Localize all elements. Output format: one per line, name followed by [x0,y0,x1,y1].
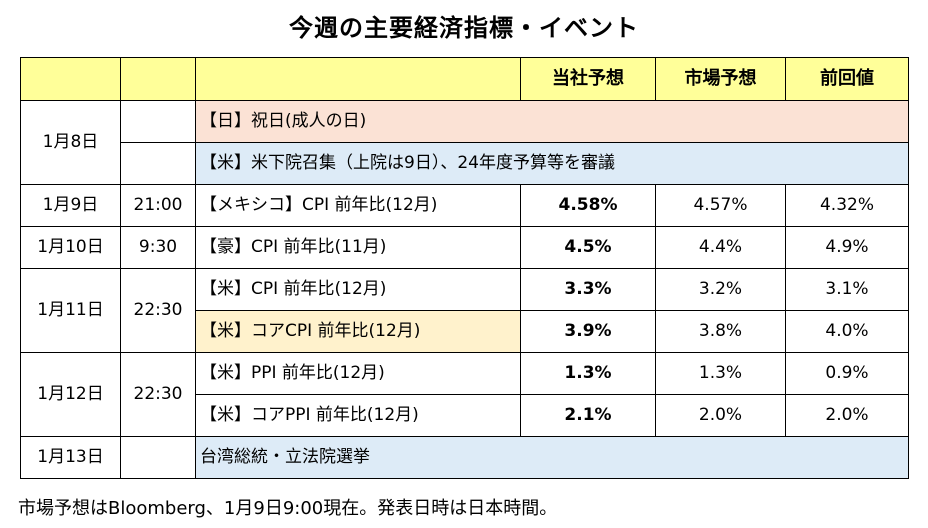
event-cell: 台湾総統・立法院選挙 [195,436,909,479]
indicator-table: 当社予想 市場予想 前回値 1月8日 【日】祝日(成人の日) 【米】米下院召集（… [20,57,909,479]
header-event [195,57,521,101]
date-cell: 1月8日 [20,100,121,185]
event-cell: 【米】コアCPI 前年比(12月) [195,310,521,353]
previous-cell: 0.9% [785,352,909,395]
date-cell: 1月12日 [20,352,121,437]
company-forecast-cell: 3.3% [520,268,656,311]
date-cell: 1月9日 [20,184,121,227]
previous-cell: 4.0% [785,310,909,353]
previous-cell: 3.1% [785,268,909,311]
company-forecast-cell: 1.3% [520,352,656,395]
header-date [20,57,121,101]
event-cell: 【日】祝日(成人の日) [195,100,909,143]
header-company-forecast: 当社予想 [520,57,656,101]
market-forecast-cell: 2.0% [655,394,786,437]
table-row: 1月12日 22:30 【米】PPI 前年比(12月) 1.3% 1.3% 0.… [20,352,909,437]
event-cell: 【米】CPI 前年比(12月) [195,268,521,311]
page-title: 今週の主要経済指標・イベント [289,14,639,42]
table-row: 1月10日 9:30 【豪】CPI 前年比(11月) 4.5% 4.4% 4.9… [20,226,909,269]
time-cell [120,436,196,479]
date-cell: 1月10日 [20,226,121,269]
time-cell: 9:30 [120,226,196,269]
event-cell: 【米】コアPPI 前年比(12月) [195,394,521,437]
market-forecast-cell: 4.57% [655,184,786,227]
market-forecast-cell: 1.3% [655,352,786,395]
header-previous: 前回値 [785,57,909,101]
table-header-row: 当社予想 市場予想 前回値 [20,57,909,101]
header-time [120,57,196,101]
company-forecast-cell: 4.58% [520,184,656,227]
date-cell: 1月13日 [20,436,121,479]
event-cell: 【米】PPI 前年比(12月) [195,352,521,395]
previous-cell: 4.32% [785,184,909,227]
market-forecast-cell: 4.4% [655,226,786,269]
time-cell [120,100,196,143]
time-cell: 22:30 [120,352,196,437]
table-row: 【米】コアPPI 前年比(12月) 2.1% 2.0% 2.0% [21,394,909,437]
time-cell: 21:00 [120,184,196,227]
table-row: 【米】コアCPI 前年比(12月) 3.9% 3.8% 4.0% [21,310,909,353]
company-forecast-cell: 4.5% [520,226,656,269]
table-row: 1月8日 【日】祝日(成人の日) [20,100,909,185]
table-row: 【米】米下院召集（上院は9日）、24年度予算等を審議 [21,142,909,185]
company-forecast-cell: 3.9% [520,310,656,353]
time-cell [120,142,196,185]
time-cell: 22:30 [120,268,196,353]
table-row: 1月11日 22:30 【米】CPI 前年比(12月) 3.3% 3.2% 3.… [20,268,909,353]
previous-cell: 4.9% [785,226,909,269]
event-cell: 【メキシコ】CPI 前年比(12月) [195,184,521,227]
market-forecast-cell: 3.2% [655,268,786,311]
header-market-forecast: 市場予想 [655,57,786,101]
market-forecast-cell: 3.8% [655,310,786,353]
previous-cell: 2.0% [785,394,909,437]
footnote: 市場予想はBloomberg、1月9日9:00現在。発表日時は日本時間。 [18,498,558,519]
table-row: 1月9日 21:00 【メキシコ】CPI 前年比(12月) 4.58% 4.57… [20,184,909,227]
date-cell: 1月11日 [20,268,121,353]
company-forecast-cell: 2.1% [520,394,656,437]
event-cell: 【豪】CPI 前年比(11月) [195,226,521,269]
table-row: 1月13日 台湾総統・立法院選挙 [20,436,909,479]
event-cell: 【米】米下院召集（上院は9日）、24年度予算等を審議 [195,142,909,185]
